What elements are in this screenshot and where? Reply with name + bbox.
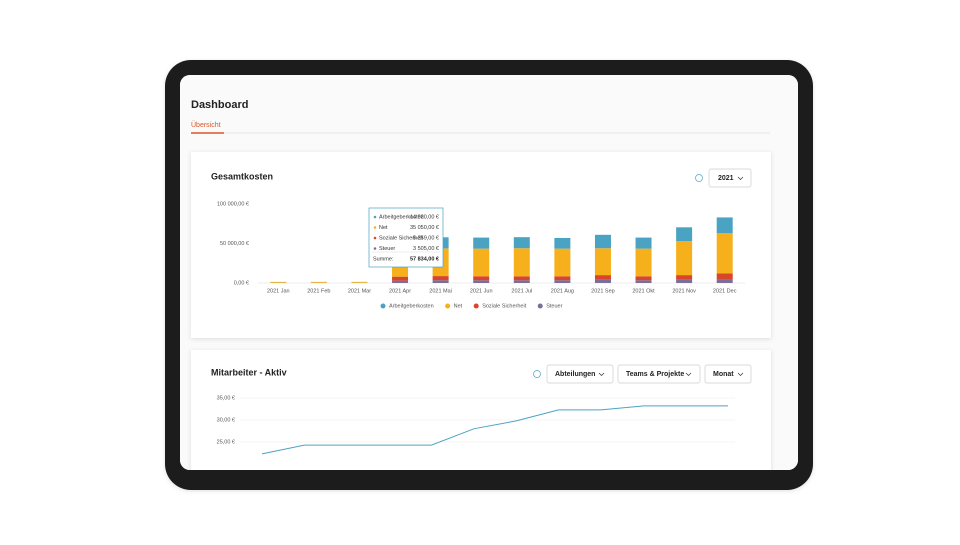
legend-label: Soziale Sicherheit <box>482 303 526 309</box>
tooltip-swatch <box>374 237 377 240</box>
y-tick-label: 50 000,00 € <box>220 241 249 247</box>
bar-segment <box>595 248 611 275</box>
x-tick-label: 2021 Feb <box>307 288 330 294</box>
card-title: Mitarbeiter - Aktiv <box>211 367 287 377</box>
bar-segment <box>514 280 530 283</box>
x-tick-label: 2021 Aug <box>551 288 574 294</box>
tooltip-value: 35 050,00 € <box>410 225 439 231</box>
legend-label: Steuer <box>546 303 562 309</box>
bar-segment <box>514 237 530 248</box>
bar-segment <box>433 276 449 280</box>
tab[interactable]: Übersicht <box>191 121 221 129</box>
filter-select[interactable]: Teams & Projekte <box>618 365 700 383</box>
select-label: Monat <box>713 371 734 378</box>
bar-segment <box>514 248 530 276</box>
bar-segment <box>351 282 367 283</box>
tooltip-value: 5 259,00 € <box>413 235 439 241</box>
bar-segment <box>636 249 652 277</box>
bar-segment <box>311 282 327 283</box>
x-tick-label: 2021 Mar <box>348 288 371 294</box>
x-tick-label: 2021 Nov <box>672 288 696 294</box>
bar-segment <box>392 281 408 283</box>
legend-label: Arbeitgeberkosten <box>389 303 434 309</box>
legend-swatch <box>445 304 450 309</box>
bar-segment <box>595 275 611 280</box>
y-tick-label: 25,00 € <box>217 439 235 445</box>
bar-segment <box>392 277 408 281</box>
x-tick-label: 2021 Okt <box>632 288 655 294</box>
select-label: 2021 <box>718 175 734 182</box>
select-label: Abteilungen <box>555 371 595 378</box>
tooltip-swatch <box>374 216 377 219</box>
bar-segment <box>270 282 286 283</box>
x-tick-label: 2021 Sep <box>591 288 615 294</box>
screen-content: Dashboard Übersicht Gesamtkosten Mitarbe… <box>180 75 798 490</box>
bar-segment <box>514 276 530 280</box>
tooltip-value: 3 505,00 € <box>413 246 439 252</box>
year-select[interactable]: 2021 <box>709 169 751 187</box>
x-tick-label: 2021 Dec <box>713 288 737 294</box>
bar-segment <box>595 280 611 283</box>
bar-segment <box>554 280 570 283</box>
filter-select[interactable]: Monat <box>705 365 751 383</box>
x-tick-label: 2021 Jun <box>470 288 493 294</box>
bar-segment <box>676 280 692 283</box>
tooltip-name: Net <box>379 225 388 231</box>
bar-segment <box>554 238 570 249</box>
page-title: Dashboard <box>191 99 248 111</box>
bar-segment <box>595 235 611 248</box>
tooltip-name: Steuer <box>379 246 395 252</box>
tooltip-sum: 57 834,00 € <box>410 256 439 262</box>
x-tick-label: 2021 Jan <box>267 288 290 294</box>
y-tick-label: 30,00 € <box>217 417 235 423</box>
bar-segment <box>554 276 570 280</box>
bar-segment <box>676 241 692 275</box>
y-tick-label: 0,00 € <box>234 280 249 286</box>
bar-segment <box>636 280 652 283</box>
bar-segment <box>717 217 733 233</box>
bar-segment <box>473 249 489 277</box>
bar-segment <box>433 280 449 283</box>
bar-segment <box>676 275 692 280</box>
bar-segment <box>473 238 489 249</box>
card-title: Gesamtkosten <box>211 171 273 181</box>
filter-select[interactable]: Abteilungen <box>547 365 613 383</box>
tooltip-value: 14 020,00 € <box>410 214 439 220</box>
legend-swatch <box>474 304 479 309</box>
bar-segment <box>717 274 733 280</box>
x-tick-label: 2021 Mai <box>429 288 452 294</box>
legend-swatch <box>538 304 543 309</box>
tooltip-swatch <box>374 226 377 229</box>
legend-label: Net <box>454 303 463 309</box>
y-tick-label: 100 000,00 € <box>217 201 249 207</box>
tooltip-swatch <box>374 247 377 250</box>
legend-swatch <box>381 304 386 309</box>
y-tick-label: 35,00 € <box>217 395 235 401</box>
x-tick-label: 2021 Jul <box>511 288 532 294</box>
tooltip-sum-name: Summe: <box>373 256 394 262</box>
bar-segment <box>636 238 652 249</box>
bar-segment <box>717 233 733 273</box>
bar-segment <box>717 279 733 283</box>
bar-segment <box>676 227 692 241</box>
bar-segment <box>636 276 652 280</box>
select-label: Teams & Projekte <box>626 371 684 378</box>
x-tick-label: 2021 Apr <box>389 288 411 294</box>
bar-segment <box>473 276 489 280</box>
bar-segment <box>554 249 570 277</box>
bar-segment <box>473 280 489 283</box>
